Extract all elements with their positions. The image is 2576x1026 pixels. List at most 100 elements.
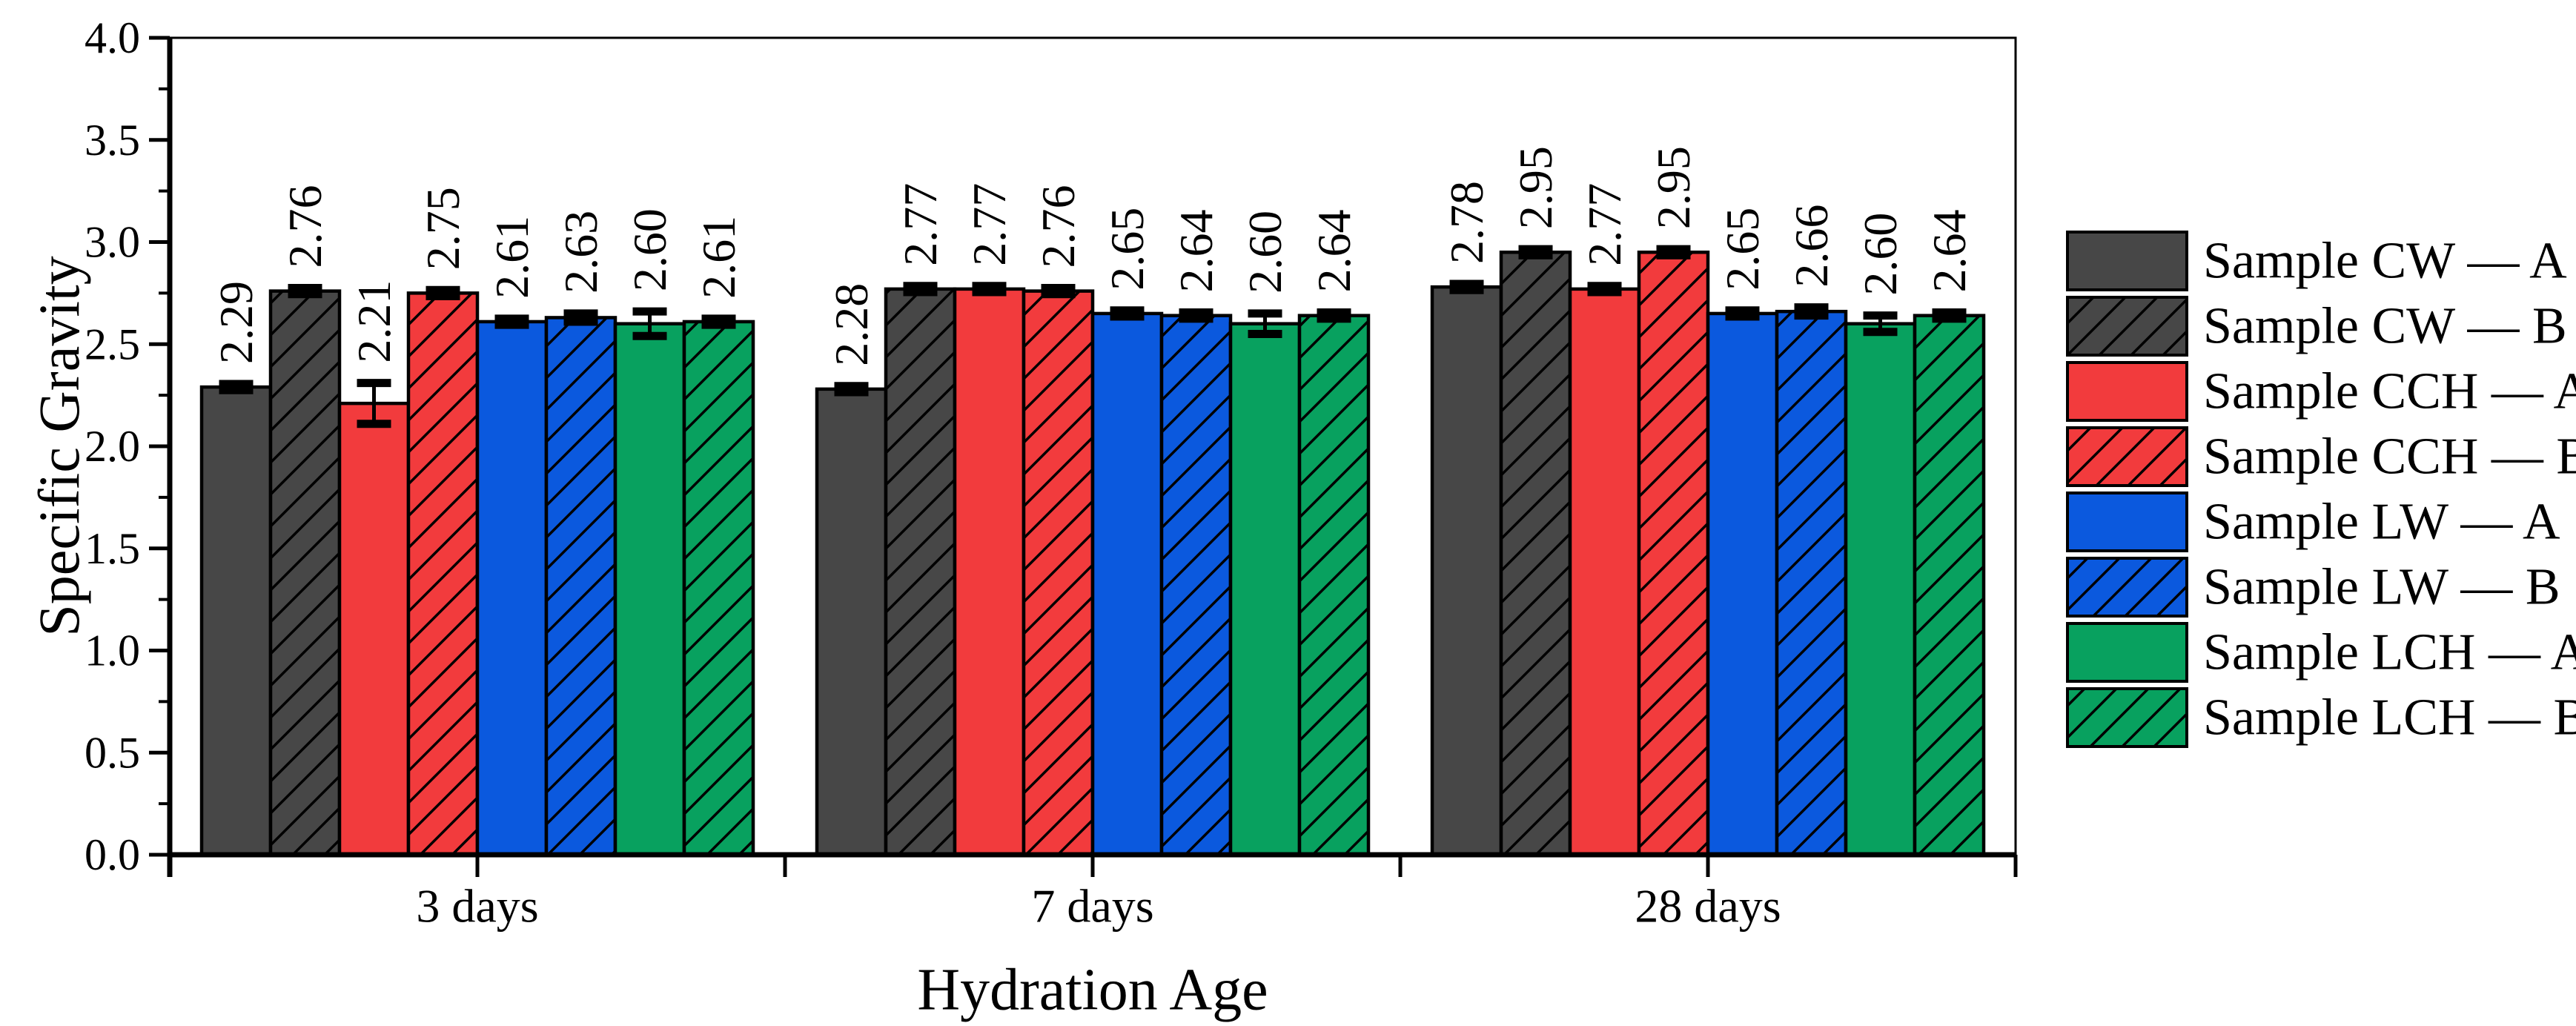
bar-sample-lch-a-7-days bbox=[1228, 322, 1302, 857]
y-tick-label: 1.5 bbox=[85, 524, 140, 573]
bar-value-label-sample-cch-a-7-days: 2.77 bbox=[963, 183, 1016, 266]
legend-swatch-sample-cch-b bbox=[2066, 426, 2188, 487]
legend-item-sample-lw-a: Sample LW — A bbox=[2066, 492, 2560, 552]
legend-item-sample-lw-b: Sample LW — B bbox=[2066, 557, 2560, 618]
bar-sample-cw-a-7-days bbox=[815, 387, 888, 857]
error-bar-sample-lw-a-28-days bbox=[1725, 306, 1760, 321]
legend-item-sample-lch-a: Sample LCH — A bbox=[2066, 622, 2576, 683]
y-tick-label: 2.5 bbox=[85, 320, 140, 368]
legend-label-sample-cw-b: Sample CW — B bbox=[2203, 298, 2567, 355]
bar-value-label-sample-cw-a-3-days: 2.29 bbox=[210, 281, 262, 364]
bar-sample-cw-a-28-days bbox=[1430, 285, 1503, 857]
legend-label-sample-cw-a: Sample CW — A bbox=[2203, 233, 2567, 290]
bar-value-label-sample-lch-b-3-days: 2.61 bbox=[692, 216, 745, 299]
legend-label-sample-lw-a: Sample LW — A bbox=[2203, 494, 2560, 551]
bar-sample-cw-b-7-days bbox=[884, 287, 957, 857]
legend-swatch-sample-cw-a bbox=[2066, 231, 2188, 291]
error-bar-sample-cw-b-3-days bbox=[288, 283, 322, 299]
y-tick-label: 2.0 bbox=[85, 422, 140, 471]
legend-label-sample-lch-a: Sample LCH — A bbox=[2203, 624, 2576, 681]
bar-value-label-sample-lw-a-7-days: 2.65 bbox=[1101, 208, 1153, 291]
bar-value-label-sample-cw-a-7-days: 2.28 bbox=[825, 283, 878, 366]
legend: Sample CW — A Sample CW — B Sample CCH — A… bbox=[2066, 231, 2576, 748]
legend-swatch-sample-lw-a bbox=[2066, 492, 2188, 552]
bar-sample-lch-b-3-days bbox=[682, 320, 755, 857]
error-bar-sample-lch-a-28-days bbox=[1863, 311, 1898, 337]
bar-sample-lw-b-7-days bbox=[1159, 314, 1233, 857]
error-bar-sample-cw-a-28-days bbox=[1449, 279, 1484, 294]
bar-sample-cw-a-3-days bbox=[199, 385, 273, 857]
legend-item-sample-cw-a: Sample CW — A bbox=[2066, 231, 2567, 291]
error-bar-sample-lw-b-28-days bbox=[1794, 303, 1829, 320]
error-bar-sample-cw-b-28-days bbox=[1518, 245, 1553, 259]
error-bar-sample-lch-b-3-days bbox=[701, 314, 736, 329]
bar-value-label-sample-cch-b-28-days: 2.95 bbox=[1647, 146, 1700, 229]
bar-sample-lw-a-7-days bbox=[1090, 311, 1164, 857]
error-bar-sample-lch-b-7-days bbox=[1317, 308, 1351, 323]
bar-value-label-sample-lch-b-7-days: 2.64 bbox=[1308, 210, 1360, 293]
bar-value-label-sample-cch-b-3-days: 2.75 bbox=[417, 187, 469, 270]
bar-value-label-sample-lch-a-28-days: 2.60 bbox=[1854, 213, 1907, 296]
bar-sample-lch-b-28-days bbox=[1913, 314, 1986, 857]
error-bar-sample-lch-b-28-days bbox=[1932, 308, 1967, 323]
bar-sample-lch-a-28-days bbox=[1844, 322, 1917, 857]
bar-value-label-sample-lw-a-28-days: 2.65 bbox=[1716, 208, 1769, 291]
error-bar-sample-cch-b-7-days bbox=[1041, 283, 1076, 299]
legend-item-sample-cch-b: Sample CCH — B bbox=[2066, 426, 2576, 487]
bar-sample-cch-a-7-days bbox=[953, 287, 1026, 857]
y-tick-label: 3.5 bbox=[85, 116, 140, 165]
legend-label-sample-cch-b: Sample CCH — B bbox=[2203, 428, 2576, 486]
bar-value-label-sample-lw-b-3-days: 2.63 bbox=[554, 211, 607, 294]
bar-value-label-sample-cch-a-28-days: 2.77 bbox=[1578, 183, 1631, 266]
error-bar-sample-lw-b-3-days bbox=[563, 309, 598, 326]
bar-sample-cch-a-28-days bbox=[1568, 287, 1641, 857]
bar-value-label-sample-cw-b-7-days: 2.77 bbox=[894, 183, 947, 266]
y-tick-label: 1.0 bbox=[85, 626, 140, 675]
bar-sample-cch-a-3-days bbox=[337, 401, 411, 857]
legend-label-sample-lw-b: Sample LW — B bbox=[2203, 559, 2560, 616]
error-bar-sample-lw-b-7-days bbox=[1179, 308, 1213, 323]
error-bar-sample-lw-a-3-days bbox=[494, 314, 529, 329]
axes-group: 0.0 0.5 1.0 1.5 2.0 2.5 3.0 3.5 4.0 3 days 7 days 2… bbox=[85, 13, 2018, 933]
bar-value-label-sample-cch-b-7-days: 2.76 bbox=[1032, 185, 1085, 268]
bar-sample-cw-b-28-days bbox=[1499, 251, 1572, 857]
y-tick-label: 0.0 bbox=[85, 830, 140, 879]
bar-value-label-sample-lw-b-7-days: 2.64 bbox=[1170, 210, 1222, 293]
bar-sample-lw-a-3-days bbox=[475, 320, 549, 857]
legend-swatch-sample-lch-b bbox=[2066, 687, 2188, 748]
bar-value-label-sample-cch-a-3-days: 2.21 bbox=[348, 280, 400, 363]
bar-value-label-sample-lch-a-7-days: 2.60 bbox=[1239, 211, 1291, 294]
legend-label-sample-cch-a: Sample CCH — A bbox=[2203, 363, 2576, 420]
error-bar-sample-cw-a-7-days bbox=[834, 382, 869, 397]
bar-sample-lw-b-3-days bbox=[544, 316, 617, 857]
legend-swatch-sample-lch-a bbox=[2066, 622, 2188, 683]
legend-swatch-sample-lw-b bbox=[2066, 557, 2188, 618]
error-bar-sample-lw-a-7-days bbox=[1110, 306, 1145, 321]
bar-sample-lw-a-28-days bbox=[1706, 311, 1779, 857]
legend-item-sample-cch-a: Sample CCH — A bbox=[2066, 361, 2576, 422]
bar-value-label-sample-lch-a-3-days: 2.60 bbox=[623, 208, 676, 291]
x-tick-label-28-days: 28 days bbox=[1635, 880, 1781, 933]
bar-value-label-sample-lw-b-28-days: 2.66 bbox=[1785, 205, 1838, 288]
y-tick-label: 3.0 bbox=[85, 218, 140, 267]
bar-sample-cch-b-28-days bbox=[1637, 251, 1710, 857]
x-tick-label-3-days: 3 days bbox=[416, 880, 538, 933]
error-bar-sample-cch-a-3-days bbox=[357, 379, 391, 428]
bar-value-label-sample-lw-a-3-days: 2.61 bbox=[486, 216, 538, 299]
y-tick-label: 0.5 bbox=[85, 728, 140, 777]
legend-swatch-sample-cch-a bbox=[2066, 361, 2188, 422]
bar-value-label-sample-cw-a-28-days: 2.78 bbox=[1440, 181, 1493, 264]
error-bar-sample-lch-a-7-days bbox=[1248, 309, 1282, 338]
error-bar-sample-cw-b-7-days bbox=[903, 282, 938, 297]
error-bar-sample-cch-b-3-days bbox=[426, 285, 460, 301]
bar-sample-cch-b-3-days bbox=[406, 291, 480, 857]
error-bar-sample-cch-a-7-days bbox=[972, 282, 1007, 297]
legend-item-sample-cw-b: Sample CW — B bbox=[2066, 296, 2567, 357]
y-tick-label: 4.0 bbox=[85, 13, 140, 62]
legend-swatch-sample-cw-b bbox=[2066, 296, 2188, 357]
error-bar-sample-cw-a-3-days bbox=[219, 380, 254, 394]
legend-item-sample-lch-b: Sample LCH — B bbox=[2066, 687, 2576, 748]
x-tick-label-7-days: 7 days bbox=[1031, 880, 1153, 933]
